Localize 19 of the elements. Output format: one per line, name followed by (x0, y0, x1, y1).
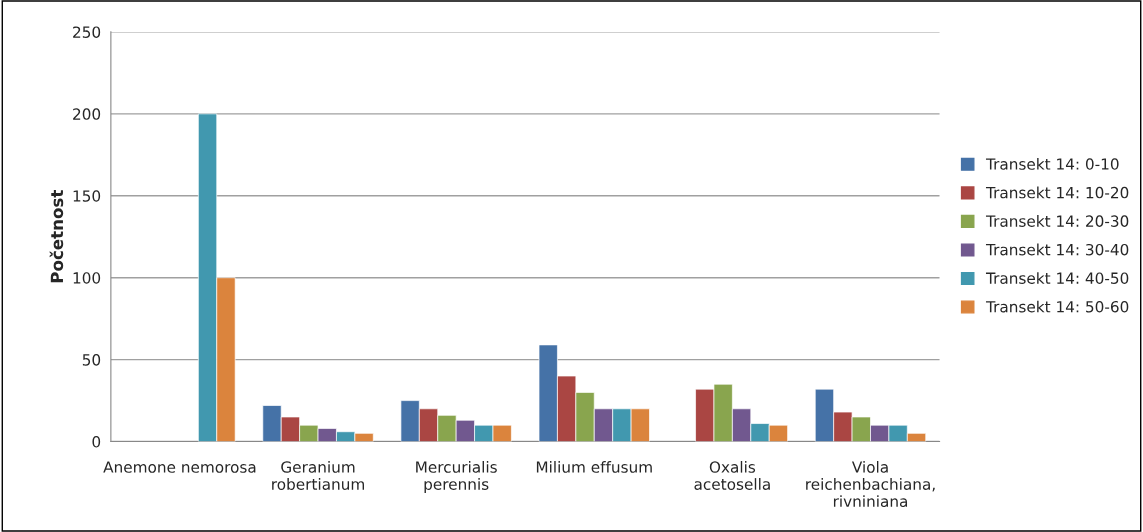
legend-label: Transekt 14: 10-20 (985, 186, 1129, 199)
y-tick-label: 0 (92, 436, 101, 448)
x-tick-label: Milium effusum (536, 461, 652, 473)
legend-label: Transekt 14: 50-60 (985, 300, 1129, 313)
x-tick-label: Viola reichenbachiana, rivniniana (806, 461, 935, 508)
y-tick-label: 100 (73, 272, 101, 284)
x-tick-label: Oxalis acetosella (694, 461, 770, 490)
x-tick-label: Anemone nemorosa (103, 461, 256, 473)
y-tick-label: 250 (73, 26, 101, 38)
legend-label: Transekt 14: 40-50 (985, 272, 1129, 284)
y-tick-label: 50 (82, 354, 101, 366)
legend-label: Transekt 14: 20-30 (985, 215, 1129, 227)
y-axis-title: Početnost (49, 190, 64, 283)
legend-label: Transekt 14: 0-10 (985, 158, 1119, 170)
x-tick-label: Mercurialis perennis (416, 461, 497, 493)
x-tick-label: Geranium robertianum (272, 461, 364, 490)
y-tick-label: 200 (73, 108, 101, 120)
y-tick-label: 150 (73, 190, 101, 202)
legend-label: Transekt 14: 30-40 (985, 243, 1129, 256)
